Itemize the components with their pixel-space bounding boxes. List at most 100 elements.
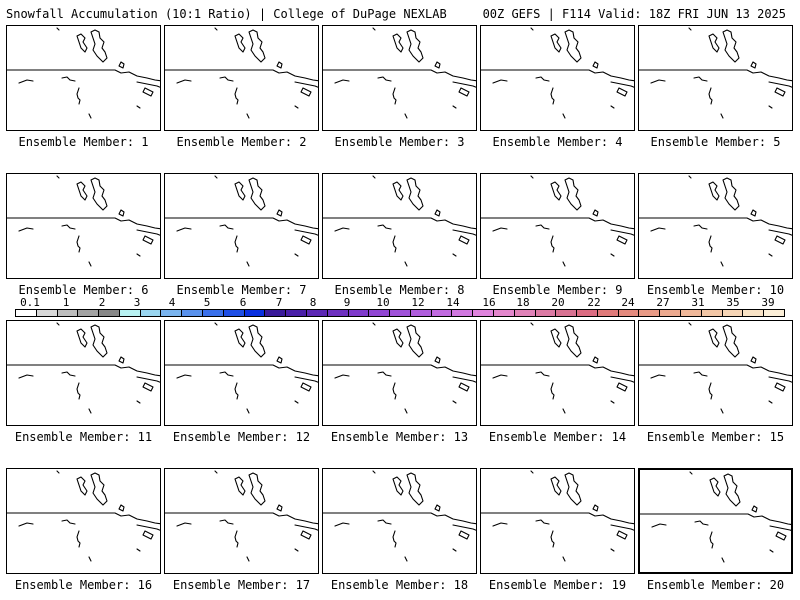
ensemble-member-map	[164, 25, 319, 131]
colorbar-swatch	[701, 310, 723, 316]
ensemble-member-label: Ensemble Member: 19	[488, 578, 627, 592]
colorbar-swatch	[556, 310, 578, 316]
ensemble-member-label: Ensemble Member: 12	[172, 430, 311, 444]
colorbar-tick-label: 22	[587, 296, 601, 309]
ensemble-member-map	[480, 25, 635, 131]
basemap-outline	[7, 322, 160, 414]
colorbar-tick-label: 9	[343, 296, 351, 309]
basemap-outline	[481, 322, 634, 414]
basemap-outline	[7, 175, 160, 267]
colorbar-tick-label: 27	[656, 296, 670, 309]
ensemble-member-map	[638, 468, 793, 574]
colorbar-swatch	[119, 310, 141, 316]
colorbar-swatch	[473, 310, 494, 316]
ensemble-member-label: Ensemble Member: 7	[176, 283, 307, 297]
ensemble-member-map	[322, 25, 477, 131]
basemap-outline	[323, 470, 476, 562]
ensemble-member-map	[638, 25, 793, 131]
colorbar-swatch	[182, 310, 204, 316]
ensemble-member-map	[480, 320, 635, 426]
basemap-outline	[7, 27, 160, 119]
colorbar-swatch	[390, 310, 411, 316]
colorbar-tick-label: 8	[309, 296, 317, 309]
colorbar-tick-label: 20	[551, 296, 565, 309]
basemap-outline	[481, 27, 634, 119]
basemap-outline	[639, 27, 792, 119]
colorbar-swatch	[577, 310, 598, 316]
ensemble-member-map	[638, 320, 793, 426]
ensemble-member-map	[6, 320, 161, 426]
ensemble-member-label: Ensemble Member: 1	[18, 135, 149, 149]
ensemble-member-map	[6, 25, 161, 131]
colorbar-tick-label: 7	[275, 296, 283, 309]
basemap-outline	[323, 27, 476, 119]
basemap-outline	[323, 175, 476, 267]
colorbar-swatch	[306, 310, 328, 316]
basemap-outline	[165, 470, 318, 562]
colorbar-swatch	[681, 310, 702, 316]
ensemble-member-map	[322, 173, 477, 279]
ensemble-member-label: Ensemble Member: 10	[646, 283, 785, 297]
colorbar-swatch	[535, 310, 557, 316]
colorbar-swatch	[57, 310, 79, 316]
ensemble-member-label: Ensemble Member: 15	[646, 430, 785, 444]
colorbar-tick-label: 31	[691, 296, 705, 309]
ensemble-member-label: Ensemble Member: 18	[330, 578, 469, 592]
basemap-outline	[165, 175, 318, 267]
colorbar-swatch	[140, 310, 162, 316]
ensemble-member-map	[638, 173, 793, 279]
colorbar-swatch	[78, 310, 100, 316]
basemap-outline	[639, 322, 792, 414]
ensemble-member-map	[164, 468, 319, 574]
ensemble-member-label: Ensemble Member: 4	[492, 135, 623, 149]
colorbar-swatch	[99, 310, 120, 316]
model-run-info: 00Z GEFS | F114 Valid: 18Z FRI JUN 13 20…	[482, 7, 786, 21]
colorbar-tick-label: 5	[203, 296, 211, 309]
ensemble-member-map	[480, 468, 635, 574]
ensemble-member-label: Ensemble Member: 20	[646, 578, 785, 592]
colorbar-tick-label: 39	[761, 296, 775, 309]
basemap-outline	[165, 322, 318, 414]
colorbar-swatch	[618, 310, 640, 316]
colorbar-swatch	[244, 310, 266, 316]
ensemble-member-label: Ensemble Member: 6	[18, 283, 149, 297]
colorbar-swatch	[493, 310, 515, 316]
basemap-outline	[323, 322, 476, 414]
colorbar-swatch	[36, 310, 58, 316]
snowfall-colorbar	[15, 309, 785, 317]
ensemble-member-label: Ensemble Member: 2	[176, 135, 307, 149]
colorbar-swatch	[203, 310, 224, 316]
colorbar-swatch	[597, 310, 619, 316]
colorbar-swatch	[639, 310, 661, 316]
page-title: Snowfall Accumulation (10:1 Ratio) | Col…	[6, 7, 447, 21]
ensemble-member-label: Ensemble Member: 5	[650, 135, 781, 149]
colorbar-swatch	[265, 310, 287, 316]
basemap-outline	[481, 470, 634, 562]
colorbar-tick-label: 6	[239, 296, 247, 309]
ensemble-member-label: Ensemble Member: 17	[172, 578, 311, 592]
ensemble-member-map	[480, 173, 635, 279]
colorbar-swatch	[161, 310, 183, 316]
colorbar-tick-label: 1	[62, 296, 70, 309]
basemap-outline	[165, 27, 318, 119]
ensemble-member-label: Ensemble Member: 9	[492, 283, 623, 297]
colorbar-tick-label: 16	[482, 296, 496, 309]
basemap-outline	[639, 175, 792, 267]
colorbar-swatch	[452, 310, 474, 316]
colorbar-swatch	[431, 310, 453, 316]
colorbar-tick-label: 35	[726, 296, 740, 309]
colorbar-swatch	[764, 310, 784, 316]
colorbar-swatch	[722, 310, 744, 316]
colorbar-swatch	[660, 310, 681, 316]
ensemble-member-label: Ensemble Member: 14	[488, 430, 627, 444]
ensemble-member-label: Ensemble Member: 3	[334, 135, 465, 149]
basemap-outline	[7, 470, 160, 562]
ensemble-member-label: Ensemble Member: 16	[14, 578, 153, 592]
ensemble-member-label: Ensemble Member: 11	[14, 430, 153, 444]
colorbar-tick-label: 14	[446, 296, 460, 309]
ensemble-member-map	[6, 173, 161, 279]
colorbar-tick-label: 12	[411, 296, 425, 309]
colorbar-swatch	[286, 310, 307, 316]
colorbar-tick-label: 24	[621, 296, 635, 309]
ensemble-member-label: Ensemble Member: 13	[330, 430, 469, 444]
